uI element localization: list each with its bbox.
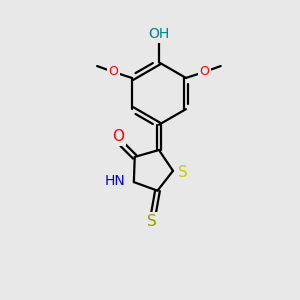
Text: S: S: [147, 214, 157, 229]
Text: S: S: [178, 165, 188, 180]
Text: HN: HN: [105, 175, 125, 188]
Text: O: O: [112, 129, 124, 144]
Text: O: O: [109, 65, 118, 78]
Text: O: O: [200, 65, 209, 78]
Text: OH: OH: [148, 27, 169, 41]
